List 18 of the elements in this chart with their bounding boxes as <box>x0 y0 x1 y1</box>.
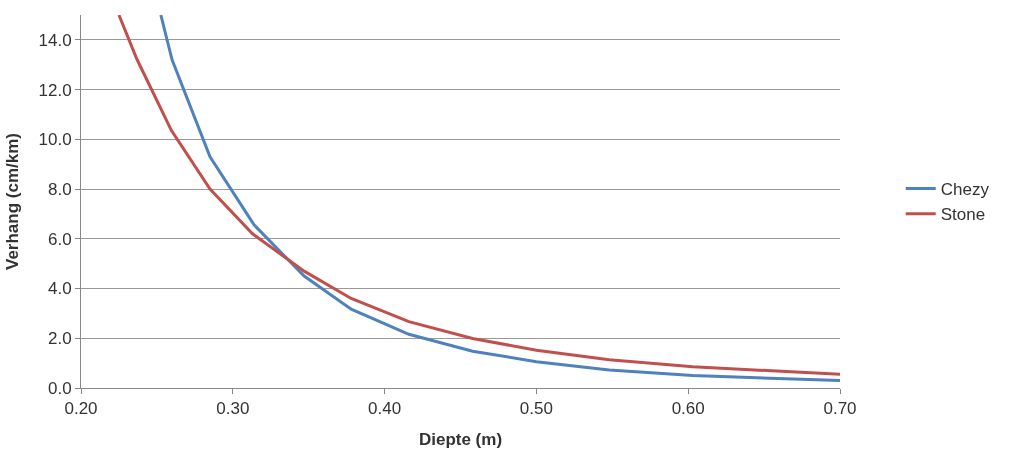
legend-label: Stone <box>940 205 986 225</box>
y-tick-label: 8.0 <box>47 180 72 200</box>
x-tick-label: 0.30 <box>216 399 250 419</box>
legend-label: Chezy <box>940 180 990 200</box>
y-tick-label: 0.0 <box>47 378 72 398</box>
y-tick-label: 2.0 <box>47 329 72 349</box>
x-tick-label: 0.50 <box>519 399 553 419</box>
y-axis-title: Verhang (cm/km) <box>3 133 23 270</box>
x-tick-label: 0.70 <box>823 399 857 419</box>
x-tick-label: 0.60 <box>671 399 705 419</box>
x-tick-label: 0.40 <box>368 399 402 419</box>
y-tick-label: 14.0 <box>38 30 72 50</box>
y-tick-label: 6.0 <box>47 229 72 249</box>
y-tick-label: 10.0 <box>38 130 72 150</box>
x-tick-label: 0.20 <box>64 399 98 419</box>
y-tick-label: 4.0 <box>47 279 72 299</box>
x-axis-title: Diepte (m) <box>418 429 503 449</box>
y-tick-label: 12.0 <box>38 80 72 100</box>
